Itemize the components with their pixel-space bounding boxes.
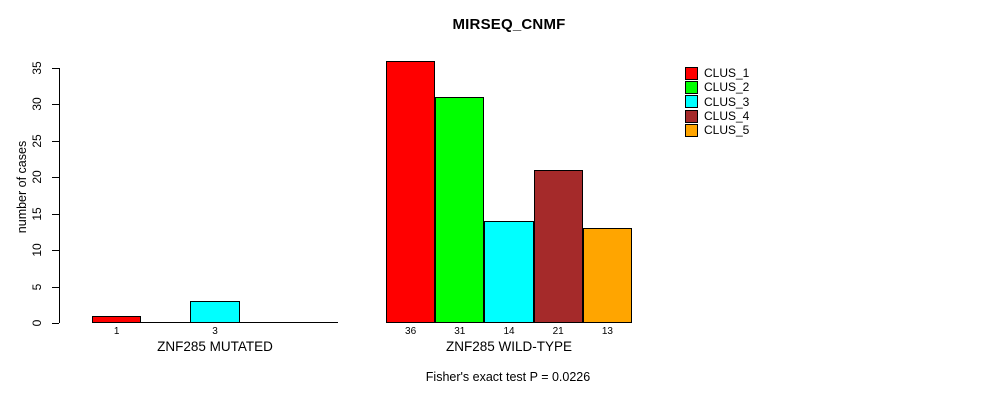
legend-swatch-clus_4 bbox=[685, 109, 698, 123]
bar-value-label: 36 bbox=[405, 326, 417, 337]
bar-clus_3 bbox=[190, 301, 240, 323]
bar-value-label: 21 bbox=[552, 326, 564, 337]
legend-label: CLUS_5 bbox=[704, 123, 750, 138]
bar-clus_1 bbox=[386, 60, 436, 323]
legend-row: CLUS_3 bbox=[685, 95, 749, 109]
bar-clus_3 bbox=[484, 221, 534, 323]
bar-value-label: 14 bbox=[503, 326, 515, 337]
y-tick bbox=[52, 104, 59, 105]
legend-row: CLUS_5 bbox=[685, 123, 749, 137]
legend-label: CLUS_1 bbox=[704, 66, 750, 81]
legend-swatch-clus_1 bbox=[685, 66, 698, 80]
y-tick bbox=[52, 250, 59, 251]
y-tick-label: 15 bbox=[30, 207, 44, 221]
x-baseline bbox=[386, 322, 632, 323]
legend-row: CLUS_1 bbox=[685, 66, 749, 80]
bar-clus_5 bbox=[582, 228, 632, 323]
group-x-label: ZNF285 MUTATED bbox=[157, 339, 273, 354]
y-tick bbox=[52, 177, 59, 178]
bar-value-label: 31 bbox=[454, 326, 466, 337]
y-tick bbox=[52, 323, 59, 324]
y-tick-label: 0 bbox=[30, 319, 44, 327]
bar-value-label: 3 bbox=[212, 326, 218, 337]
legend-label: CLUS_3 bbox=[704, 94, 750, 109]
y-tick-label: 25 bbox=[30, 134, 44, 148]
y-tick-label: 5 bbox=[30, 283, 44, 290]
legend-row: CLUS_2 bbox=[685, 80, 749, 94]
y-axis-line bbox=[59, 68, 60, 323]
legend-swatch-clus_2 bbox=[685, 80, 698, 94]
legend: CLUS_1 CLUS_2 CLUS_3 CLUS_4 CLUS_5 bbox=[685, 66, 749, 137]
y-tick-label: 35 bbox=[30, 61, 44, 75]
legend-label: CLUS_2 bbox=[704, 80, 750, 95]
bar-value-label: 13 bbox=[601, 326, 613, 337]
legend-swatch-clus_3 bbox=[685, 95, 698, 109]
bar-clus_2 bbox=[435, 97, 485, 323]
x-baseline bbox=[92, 322, 338, 323]
y-tick-label: 10 bbox=[30, 243, 44, 257]
fisher-test-annotation: Fisher's exact test P = 0.0226 bbox=[425, 370, 591, 384]
legend-row: CLUS_4 bbox=[685, 109, 749, 123]
group-x-label: ZNF285 WILD-TYPE bbox=[445, 339, 573, 354]
y-tick bbox=[52, 141, 59, 142]
bar-value-label: 1 bbox=[113, 326, 120, 337]
bar-clus_4 bbox=[533, 170, 583, 323]
y-tick bbox=[52, 214, 59, 215]
y-tick bbox=[52, 287, 59, 288]
legend-label: CLUS_4 bbox=[704, 109, 750, 124]
chart-title: MIRSEQ_CNMF bbox=[452, 16, 566, 33]
y-tick bbox=[52, 68, 59, 69]
y-tick-label: 30 bbox=[30, 97, 44, 112]
legend-swatch-clus_5 bbox=[685, 123, 698, 137]
y-tick-label: 20 bbox=[30, 170, 44, 184]
